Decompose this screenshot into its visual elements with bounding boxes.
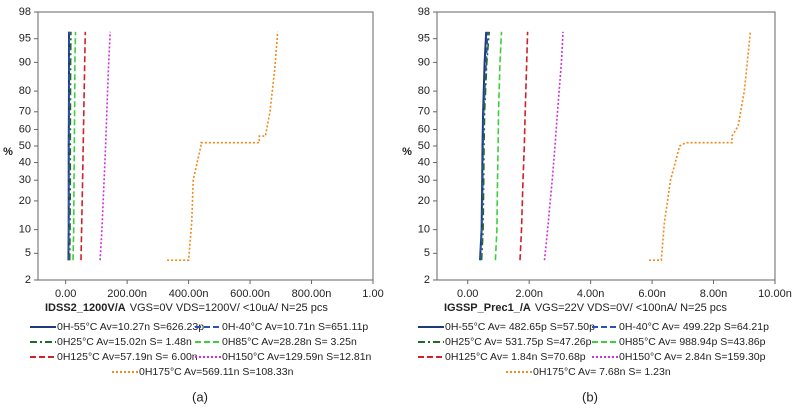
x-axis-title-rest: VGS=0V VDS=1200V/ <10uA/ N=25 pcs	[130, 302, 329, 314]
x-tick-label: 800.00n	[292, 288, 332, 300]
legend-label: 0H150°C Av= 2.84n S=159.30p	[619, 351, 766, 363]
y-axis-title: %	[402, 146, 412, 158]
panel: 2 5 10 20 30 40 50 60 70 80 90 95 98 0.00 200.00n 400.0…	[3, 6, 384, 405]
series-line	[519, 31, 529, 261]
y-tick-label: 98	[19, 6, 31, 18]
x-tick-label: 8.00n	[700, 288, 728, 300]
series-line	[67, 31, 71, 261]
y-tick-label: 5	[25, 247, 31, 259]
series-line	[72, 31, 77, 261]
series-line	[649, 31, 752, 262]
y-tick-label: 10	[418, 224, 430, 236]
y-tick-label: 50	[418, 140, 430, 152]
legend-label: 0H-40°C Av=10.71n S=651.11p	[222, 321, 368, 333]
legend-label: 0H-55°C Av=10.27n S=626.23p	[57, 321, 204, 333]
y-tick-label: 80	[418, 85, 430, 97]
legend-label: 0H175°C Av=569.11n S=108.33n	[139, 366, 294, 378]
y-tick-label: 60	[418, 123, 430, 135]
y-tick-label: 90	[418, 56, 430, 68]
panel-caption: (b)	[582, 389, 598, 404]
panel-caption: (a)	[192, 389, 208, 404]
y-tick-label: 98	[418, 6, 430, 18]
y-tick-label: 40	[418, 156, 430, 168]
y-tick-label: 95	[19, 33, 31, 45]
y-tick-label: 30	[19, 174, 31, 186]
y-tick-label: 50	[19, 140, 31, 152]
series-line	[494, 31, 503, 261]
y-tick-label: 80	[19, 85, 31, 97]
legend-label: 0H-55°C Av= 482.65p S=57.50p	[445, 321, 595, 333]
y-tick-label: 30	[418, 174, 430, 186]
y-tick-label: 20	[19, 195, 31, 207]
series-line	[80, 31, 87, 261]
x-axis-title-bold: IGSSP_Prec1_/A	[444, 302, 531, 314]
y-tick-label: 95	[418, 33, 430, 45]
series-line	[543, 31, 564, 261]
x-tick-label: 400.00n	[169, 288, 209, 300]
series-line	[99, 31, 111, 261]
legend-label: 0H125°C Av=57.19n S= 6.00n	[57, 351, 198, 363]
legend-label: 0H25°C Av=15.02n S= 1.48n	[57, 336, 192, 348]
y-tick-label: 20	[418, 195, 430, 207]
x-tick-label: 2.00n	[515, 288, 543, 300]
legend-label: 0H125°C Av= 1.84n S=70.68p	[445, 351, 586, 363]
x-tick-label: 1.00	[362, 288, 383, 300]
x-axis-title-bold: IDSS2_1200V/A	[45, 302, 126, 314]
x-axis-title: IGSSP_Prec1_/A VGS=22V VDS=0V/ <100nA/ N=…	[444, 302, 727, 314]
series-line	[167, 31, 279, 262]
y-tick-label: 2	[424, 274, 430, 286]
x-tick-label: 4.00n	[577, 288, 605, 300]
y-tick-label: 5	[424, 247, 430, 259]
y-tick-label: 2	[25, 274, 31, 286]
x-tick-label: 0.00	[457, 288, 478, 300]
y-tick-label: 70	[418, 106, 430, 118]
panel: 2 5 10 20 30 40 50 60 70 80 90 95 98 0.00 2.00n 4.00n 6.…	[402, 6, 792, 405]
plot-frame	[37, 11, 374, 281]
y-axis-title: %	[3, 146, 13, 158]
y-tick-label: 60	[19, 123, 31, 135]
x-tick-label: 600.00n	[230, 288, 270, 300]
legend-label: 0H175°C Av= 7.68n S= 1.23n	[533, 366, 671, 378]
x-tick-label: 10.00n	[758, 288, 792, 300]
legend-label: 0H150°C Av=129.59n S=12.81n	[222, 351, 372, 363]
legend-label: 0H85°C Av= 988.94p S=43.86p	[619, 336, 766, 348]
y-tick-label: 10	[19, 224, 31, 236]
x-tick-label: 6.00n	[638, 288, 666, 300]
legend-label: 0H85°C Av=28.28n S= 3.25n	[222, 336, 357, 348]
plot-frame	[436, 11, 776, 281]
legend-label: 0H25°C Av= 531.75p S=47.26p	[445, 336, 592, 348]
y-tick-label: 70	[19, 106, 31, 118]
y-tick-label: 40	[19, 156, 31, 168]
x-tick-label: 0.00	[55, 288, 76, 300]
legend-label: 0H-40°C Av= 499.22p S=64.21p	[619, 321, 769, 333]
series-line	[479, 31, 489, 261]
x-axis-title-rest: VGS=22V VDS=0V/ <100nA/ N=25 pcs	[535, 302, 728, 314]
series-line	[68, 31, 72, 261]
x-axis-title: IDSS2_1200V/A VGS=0V VDS=1200V/ <10uA/ N=…	[45, 302, 328, 314]
x-tick-label: 200.00n	[107, 288, 147, 300]
series-line	[480, 31, 490, 261]
y-tick-label: 90	[19, 56, 31, 68]
